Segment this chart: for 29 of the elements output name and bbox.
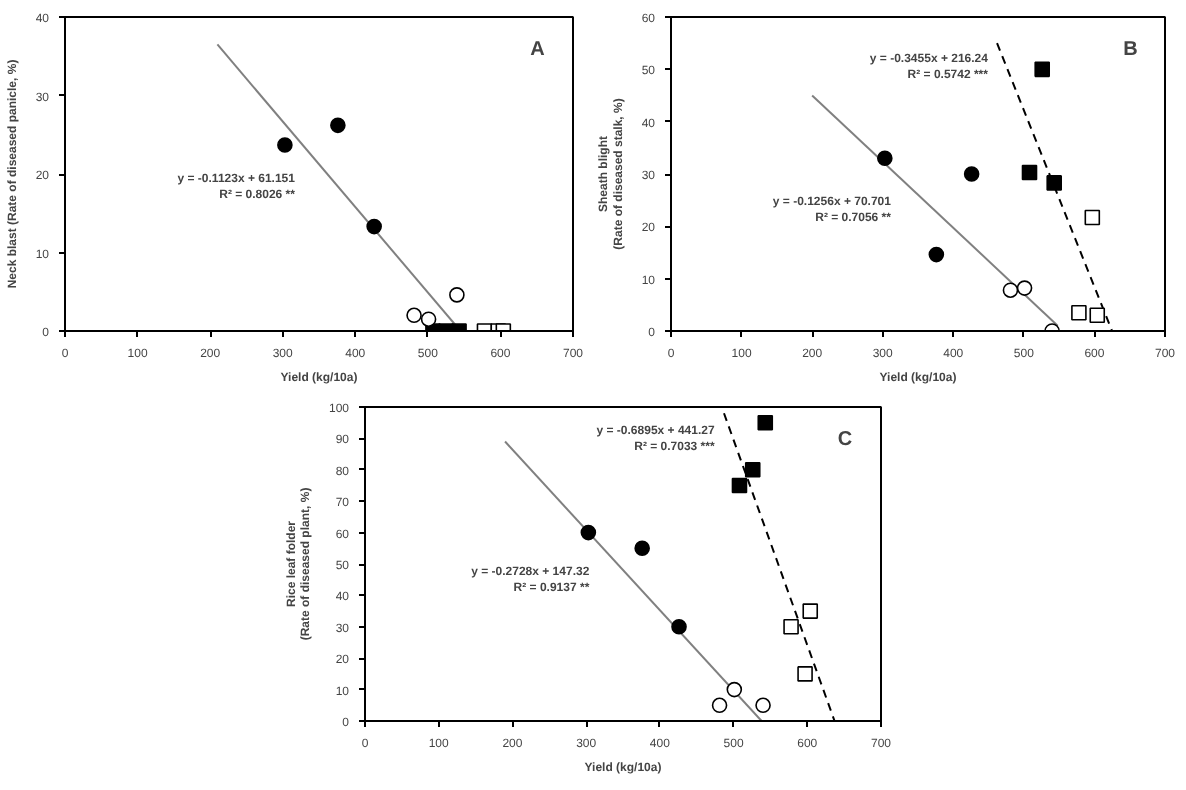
point [1084, 209, 1101, 226]
point [277, 137, 293, 153]
point [580, 524, 597, 541]
point [1034, 61, 1051, 78]
point [366, 218, 382, 235]
point [1021, 164, 1038, 181]
point [783, 619, 799, 635]
point [731, 477, 748, 494]
point [744, 462, 761, 478]
point [1046, 175, 1062, 191]
point [671, 619, 687, 635]
point [711, 697, 728, 714]
text: C [837, 428, 853, 451]
point [634, 540, 650, 557]
point [802, 603, 819, 619]
point [1002, 282, 1019, 298]
point [1089, 307, 1106, 324]
point [1071, 304, 1087, 321]
point [726, 681, 743, 698]
point [928, 246, 945, 263]
point [877, 150, 893, 167]
point [1016, 280, 1033, 296]
point [330, 117, 346, 134]
point [755, 697, 771, 714]
point [797, 666, 813, 682]
text: A [530, 38, 545, 61]
text: B [1123, 38, 1138, 61]
point [757, 414, 774, 431]
point [963, 166, 980, 182]
